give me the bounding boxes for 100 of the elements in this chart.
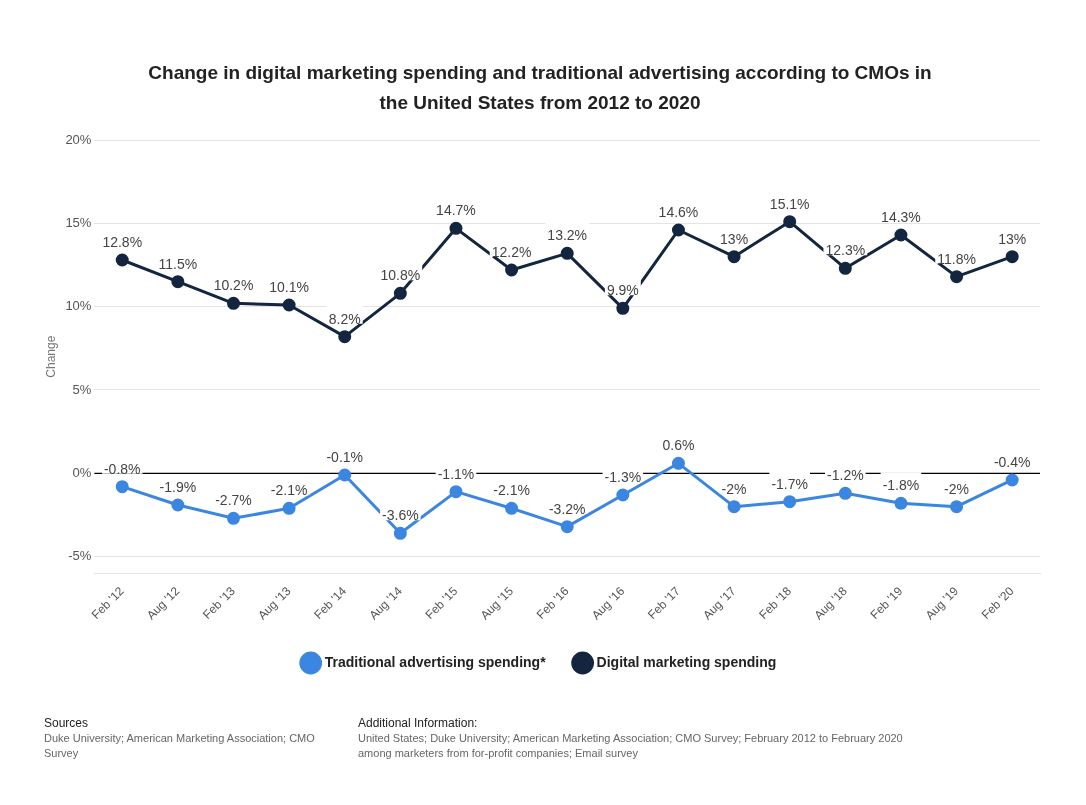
data-label: 14.6% [658,203,699,220]
data-label: 15.1% [769,195,810,212]
data-label: -2.7% [215,492,252,509]
data-label: -1.8% [882,477,920,494]
point [783,495,797,509]
data-label: -0.8% [103,460,141,477]
point [616,301,630,315]
data-label: 14.7% [436,202,476,219]
data-label: -1.1% [437,465,475,482]
y-tick-label: 10% [65,298,92,314]
data-label: -2.1% [493,482,530,499]
chart-title: Change in digital marketing spending and traditional advertising according to CMOs in the United States from 2012 to 2020 [147,61,933,115]
data-label: -1.7% [771,475,808,492]
data-label: 11.8% [937,250,976,267]
data-label: 0.6% [662,437,695,454]
data-label: -2.1% [270,482,308,499]
x-tick-label: Feb '20 [978,583,1017,622]
data-label: 13% [720,230,749,247]
point [838,261,852,275]
y-tick-label: 20% [65,131,92,147]
point [505,501,519,515]
x-tick-label: Feb '18 [756,583,795,622]
x-tick-label: Aug '13 [255,583,294,623]
point [115,480,129,494]
point [560,520,574,534]
y-tick-label: 15% [65,214,92,230]
point [950,500,964,514]
y-tick-label: -5% [68,548,92,564]
point [338,330,352,344]
point [449,485,463,499]
text: Duke University; American Marketing Association; CMO Survey [44,731,316,761]
x-tick-label: Aug '14 [366,583,406,623]
data-label: -1.2% [827,467,864,484]
point [171,498,185,512]
point [393,286,407,300]
point [671,456,685,470]
x-tick-label: Aug '16 [588,583,628,623]
data-label: 10.2% [213,277,254,294]
data-label: -3.2% [548,500,586,517]
data-label: 12.2% [491,243,532,260]
text: among marketers from for-profit companies; Email survey [358,746,639,761]
point [449,221,463,235]
x-tick-label: Feb '16 [533,583,572,622]
point [894,496,908,510]
point [1005,250,1019,264]
data-label: 13% [998,230,1027,247]
data-label: 14.3% [881,208,921,225]
data-label: -2% [944,480,970,497]
data-label: -3.6% [382,507,419,524]
y-tick-label: 0% [72,464,92,480]
data-label: 13.2% [547,227,588,244]
text: United States; Duke University; American Marketing Association; CMO Survey; February 2012 to February 2020 [358,731,904,746]
point [894,228,908,242]
legend-label: Digital marketing spending [596,653,777,670]
point [226,511,240,525]
data-label: 8.2% [328,310,361,327]
x-tick-label: Feb '12 [88,583,127,622]
point [338,468,352,482]
text: Additional Information: [358,716,479,731]
y-axis-title: Change [43,335,58,378]
point [393,526,407,540]
x-tick-label: Feb '17 [644,583,684,622]
legend-label: Traditional advertising spending* [324,653,547,670]
point [560,246,574,260]
point [115,253,129,267]
point [950,270,964,284]
data-label: -1.9% [159,478,197,495]
data-label: 10.8% [380,267,421,284]
point [727,250,741,264]
data-label: -2% [721,480,747,497]
x-tick-label: Feb '13 [200,583,239,622]
text: Sources [44,716,90,731]
data-label: -0.4% [993,453,1031,470]
data-label: -1.3% [604,468,642,485]
x-tick-label: Aug '12 [143,583,183,623]
x-tick-label: Aug '17 [700,583,739,623]
point [838,486,852,500]
point [671,223,685,237]
point [727,500,741,514]
x-tick-label: Aug '15 [477,583,517,623]
x-tick-label: Feb '15 [422,583,461,622]
x-tick-label: Feb '14 [311,583,350,622]
data-label: 9.9% [606,282,639,299]
point [282,298,296,312]
data-label: -0.1% [326,448,364,465]
data-label: 12.8% [102,233,143,250]
data-label: 10.1% [269,278,309,295]
data-label: 11.5% [158,255,198,272]
y-tick-label: 5% [72,381,92,397]
point [1005,473,1019,487]
data-label: 12.3% [825,242,866,259]
point [783,215,797,229]
point [505,263,519,277]
point [616,488,630,502]
x-tick-label: Feb '19 [867,583,906,622]
x-tick-label: Aug '19 [922,583,962,623]
x-tick-label: Aug '18 [811,583,851,623]
point [282,501,296,515]
point [171,275,185,289]
point [226,296,240,310]
